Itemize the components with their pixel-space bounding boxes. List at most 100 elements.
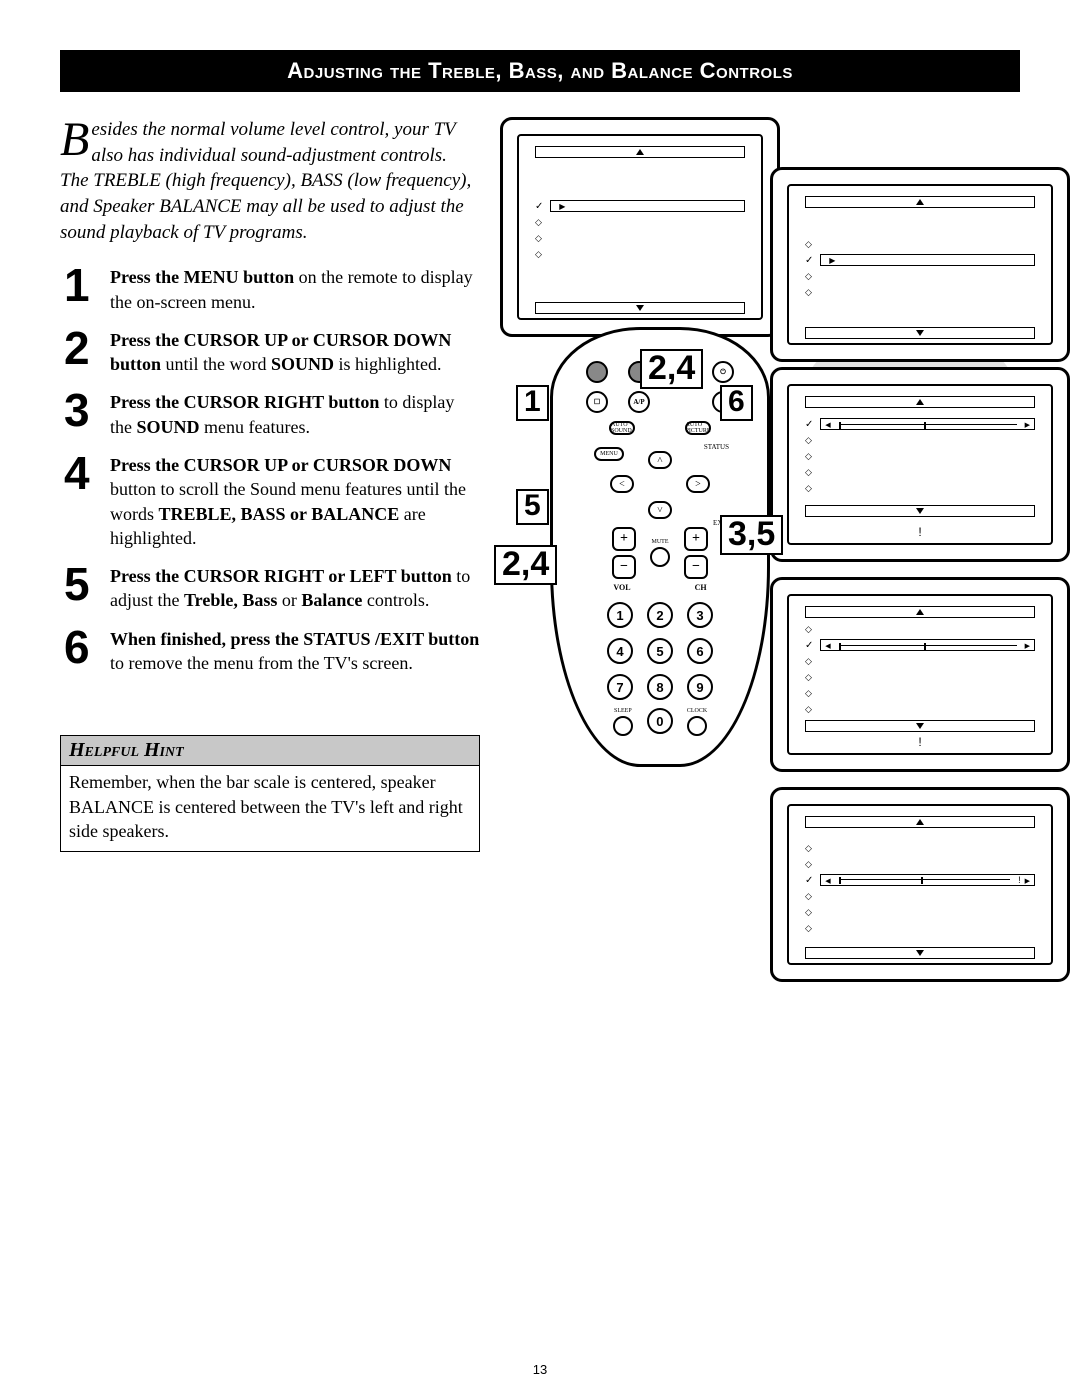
- status-label: STATUS: [704, 443, 729, 451]
- callout-1: 1: [516, 385, 549, 421]
- tv-screen-treble: !: [770, 367, 1070, 562]
- menu-row: [805, 482, 1035, 494]
- callout-3-5: 3,5: [720, 515, 783, 555]
- callout-5: 5: [516, 489, 549, 525]
- right-column: ! !: [510, 117, 1020, 977]
- cursor-up-button[interactable]: ˄: [648, 451, 672, 469]
- sleep-label: SLEEP: [614, 708, 632, 714]
- tv-screen-main-menu: [500, 117, 780, 337]
- num-3-button[interactable]: 3: [687, 602, 713, 628]
- vol-label: VOL: [613, 583, 630, 592]
- menu-row: [535, 216, 745, 228]
- step-4: 4 Press the CURSOR UP or CURSOR DOWN but…: [64, 453, 480, 550]
- ch-up-button[interactable]: +: [684, 527, 708, 551]
- menu-scroll-down: [805, 327, 1035, 339]
- ch-down-button[interactable]: −: [684, 555, 708, 579]
- tv-screen-sound-highlight: [770, 167, 1070, 362]
- menu-scroll-up: [805, 816, 1035, 828]
- num-0-button[interactable]: 0: [647, 708, 673, 734]
- step-number: 1: [64, 265, 98, 314]
- tv-inner: !: [787, 594, 1053, 755]
- menu-row: [805, 434, 1035, 446]
- vol-up-button[interactable]: +: [612, 527, 636, 551]
- cursor-pad: MENU ˄ ˅ ˂ ˃: [600, 455, 720, 515]
- menu-row: [805, 671, 1035, 683]
- clock-button[interactable]: [687, 716, 707, 736]
- number-pad: 1 2 3 4 5 6 7 8 9: [607, 602, 713, 700]
- steps-list: 1 Press the MENU button on the remote to…: [64, 265, 480, 675]
- step-number: 6: [64, 627, 98, 676]
- menu-rows: !: [805, 838, 1035, 938]
- auto-sound-button[interactable]: AUTO SOUND: [609, 421, 635, 435]
- step-text: Press the CURSOR UP or CURSOR DOWN butto…: [110, 453, 480, 550]
- num-7-button[interactable]: 7: [607, 674, 633, 700]
- num-9-button[interactable]: 9: [687, 674, 713, 700]
- num-5-button[interactable]: 5: [647, 638, 673, 664]
- menu-row: [535, 232, 745, 244]
- menu-row: [805, 922, 1035, 934]
- menu-scroll-up: [805, 396, 1035, 408]
- mute-button[interactable]: [650, 547, 670, 567]
- menu-scroll-up: [535, 146, 745, 158]
- ch-label: CH: [695, 583, 707, 592]
- menu-scroll-down: [805, 720, 1035, 732]
- menu-row: [805, 418, 1035, 430]
- sleep-button[interactable]: [613, 716, 633, 736]
- menu-row: [805, 270, 1035, 282]
- step-2: 2 Press the CURSOR UP or CURSOR DOWN but…: [64, 328, 480, 377]
- tv-inner: !: [787, 804, 1053, 965]
- vol-down-button[interactable]: −: [612, 555, 636, 579]
- mute-label: MUTE: [652, 539, 669, 545]
- callout-6: 6: [720, 385, 753, 421]
- menu-row: [805, 466, 1035, 478]
- tv-screen-bass: !: [770, 577, 1070, 772]
- num-1-button[interactable]: 1: [607, 602, 633, 628]
- exclaim-icon: !: [805, 523, 1035, 539]
- step-1: 1 Press the MENU button on the remote to…: [64, 265, 480, 314]
- menu-row: [805, 842, 1035, 854]
- cc-button[interactable]: ☐: [586, 391, 608, 413]
- menu-row: [805, 450, 1035, 462]
- tv-inner: [787, 184, 1053, 345]
- auto-picture-button[interactable]: AUTO PICTURE: [685, 421, 711, 435]
- step-text: Press the MENU button on the remote to d…: [110, 265, 480, 314]
- menu-row: [805, 890, 1035, 902]
- step-6: 6 When finished, press the STATUS /EXIT …: [64, 627, 480, 676]
- hint-body: Remember, when the bar scale is centered…: [61, 766, 479, 851]
- power-button[interactable]: ⏻: [712, 361, 734, 383]
- num-4-button[interactable]: 4: [607, 638, 633, 664]
- step-text: Press the CURSOR RIGHT button to display…: [110, 390, 480, 439]
- page-number: 13: [533, 1362, 547, 1377]
- menu-row: [805, 687, 1035, 699]
- menu-row: [535, 200, 745, 212]
- intro-paragraph: Besides the normal volume level control,…: [60, 117, 480, 245]
- menu-row: !: [805, 874, 1035, 886]
- menu-scroll-down: [805, 947, 1035, 959]
- step-number: 3: [64, 390, 98, 439]
- menu-row: [805, 858, 1035, 870]
- ap-button[interactable]: A/P: [628, 391, 650, 413]
- menu-rows: [535, 196, 745, 264]
- menu-row: [805, 623, 1035, 635]
- intro-text: esides the normal volume level control, …: [60, 119, 471, 243]
- num-6-button[interactable]: 6: [687, 638, 713, 664]
- content-columns: Besides the normal volume level control,…: [60, 117, 1020, 977]
- cursor-left-button[interactable]: ˂: [610, 475, 634, 493]
- menu-rows: [805, 234, 1035, 302]
- menu-rows: [805, 619, 1035, 719]
- step-number: 5: [64, 564, 98, 613]
- tv-inner: !: [787, 384, 1053, 545]
- menu-scroll-up: [805, 606, 1035, 618]
- menu-row: [805, 286, 1035, 298]
- callout-2-4-bottom: 2,4: [494, 545, 557, 585]
- cursor-right-button[interactable]: ˃: [686, 475, 710, 493]
- step-text: When finished, press the STATUS /EXIT bu…: [110, 627, 480, 676]
- num-8-button[interactable]: 8: [647, 674, 673, 700]
- num-2-button[interactable]: 2: [647, 602, 673, 628]
- menu-rows: [805, 414, 1035, 498]
- menu-button[interactable]: MENU: [594, 447, 624, 461]
- cursor-down-button[interactable]: ˅: [648, 501, 672, 519]
- tv-screen-balance: !: [770, 787, 1070, 982]
- indicator-led: [586, 361, 608, 383]
- left-column: Besides the normal volume level control,…: [60, 117, 480, 977]
